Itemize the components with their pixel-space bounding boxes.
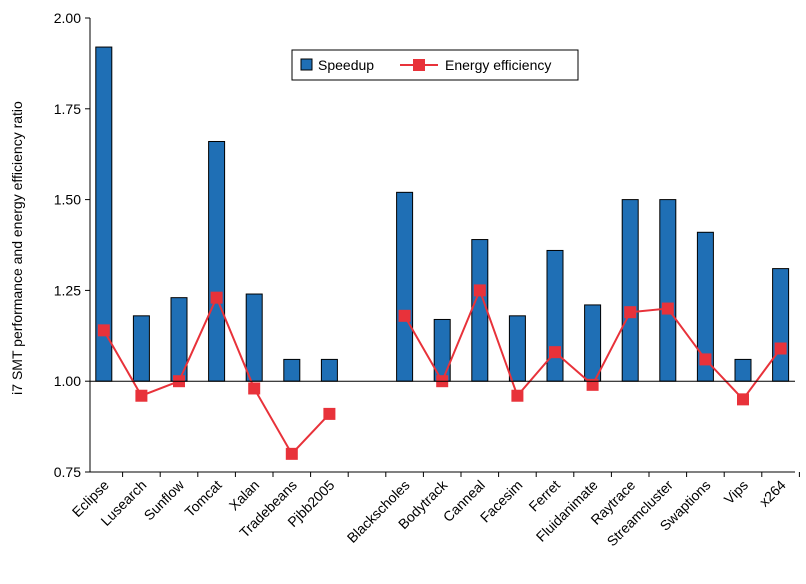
y-tick-label: 0.75 [54,464,81,480]
speedup-bar [734,358,752,382]
x-tick-label: Sunflow [141,476,188,523]
y-ticks: 0.75 1.00 1.25 1.50 1.75 2.00 [54,10,90,480]
energy-efficiency-marker [774,342,787,355]
y-tick-label: 1.75 [54,101,81,117]
energy-efficiency-marker [248,382,261,395]
energy-efficiency-marker [586,378,599,391]
energy-efficiency-marker [699,353,712,366]
legend-speedup-swatch [300,58,313,71]
speedup-bar [659,199,677,382]
energy-efficiency-marker [97,324,110,337]
x-tick-label: x264 [756,477,789,510]
y-tick-label: 1.25 [54,282,81,298]
energy-efficiency-marker [549,346,561,359]
legend-energy-label: Energy efficiency [445,57,551,73]
legend-energy-marker [413,59,425,71]
x-tick-label: Blackscholes [344,477,413,546]
speedup-bar [283,358,301,382]
speedup-bar [621,199,639,382]
legend-speedup-label: Speedup [318,57,374,73]
y-axis-label: i7 SMT performance and energy efficiency… [9,101,25,395]
speedup-bar [772,268,790,382]
energy-efficiency-marker [737,393,749,406]
energy-efficiency-marker [323,407,336,420]
speedup-bar [320,358,338,382]
energy-efficiency-line [97,284,787,460]
speedup-bar [245,293,263,382]
legend: Speedup Energy efficiency [291,49,579,81]
speedup-bar [584,304,602,382]
speedup-bar [132,315,150,382]
y-tick-label: 1.50 [54,192,81,208]
energy-efficiency-marker [473,284,486,297]
speedup-bar [396,191,414,382]
y-tick-label: 1.00 [54,373,81,389]
energy-efficiency-marker [624,306,637,319]
energy-efficiency-marker [285,447,298,460]
speedup-bar [508,315,526,382]
speedup-bar [471,239,489,382]
speedup-bar [208,140,226,382]
energy-efficiency-marker [135,389,148,402]
energy-efficiency-marker [398,309,411,322]
energy-efficiency-marker [210,291,223,304]
energy-efficiency-marker [661,302,674,315]
x-tick-label: Facesim [477,477,526,526]
x-tick-label: Vips [721,477,751,507]
axes [89,18,800,477]
y-tick-label: 2.00 [54,10,81,26]
speedup-bars [95,46,790,382]
speedup-bar [546,249,564,382]
energy-efficiency-marker [511,389,524,402]
x-tick-label: Tomcat [181,477,224,520]
